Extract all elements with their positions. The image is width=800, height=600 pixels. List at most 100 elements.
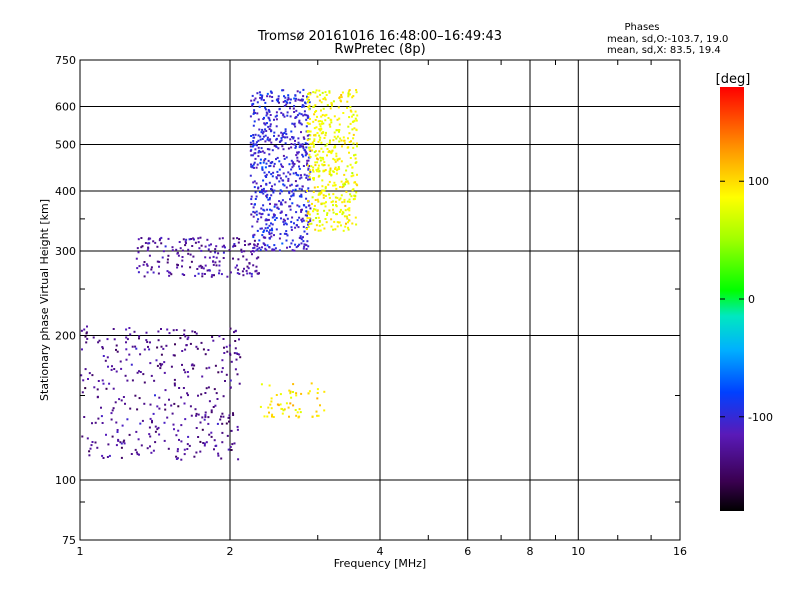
phase-point [349, 106, 352, 109]
phase-point [313, 113, 316, 116]
phase-point [289, 98, 292, 101]
phase-point [255, 249, 258, 252]
phase-point [308, 178, 311, 181]
phase-point [308, 148, 311, 151]
phase-point [321, 223, 324, 226]
phase-point [261, 132, 264, 135]
phase-point [342, 185, 345, 188]
phase-point [312, 91, 315, 94]
phase-point [267, 198, 270, 201]
phase-point [279, 203, 282, 206]
phase-point [256, 245, 259, 248]
phase-point [225, 422, 228, 425]
phase-point [306, 212, 309, 215]
phase-point [265, 111, 268, 114]
phase-point [160, 345, 163, 348]
phase-point [266, 112, 269, 115]
phase-point [261, 94, 264, 97]
phase-point [352, 113, 355, 116]
phase-point [143, 381, 146, 384]
phase-point [291, 239, 294, 242]
phase-point [223, 244, 225, 247]
phase-point [303, 230, 306, 233]
phase-point [163, 439, 166, 442]
phase-point [316, 170, 319, 173]
phase-point [248, 272, 251, 275]
phase-point [251, 145, 254, 148]
phase-point [268, 237, 271, 240]
colorbar-tick-label: 100 [748, 175, 769, 188]
phase-point [251, 154, 254, 157]
y-tick-label: 600 [55, 101, 76, 114]
phase-point [261, 188, 263, 191]
phase-point [212, 255, 215, 258]
phase-point [166, 270, 169, 273]
phase-point [309, 130, 312, 133]
phase-point [292, 404, 295, 407]
phase-point [217, 452, 220, 455]
phase-point [290, 168, 293, 171]
phase-point [146, 447, 149, 450]
phase-point [300, 188, 303, 191]
phase-point [295, 173, 298, 176]
phase-point [181, 363, 183, 366]
phase-point [273, 162, 276, 165]
phase-point [268, 148, 271, 151]
phase-point [347, 95, 350, 98]
phase-point [307, 99, 310, 102]
phase-point [265, 176, 268, 178]
phase-point [251, 164, 254, 167]
phase-point [114, 401, 117, 404]
phase-point [309, 156, 312, 158]
phase-point [280, 163, 283, 166]
phase-point [298, 216, 301, 219]
phase-point [167, 254, 170, 257]
phases-x-stats: mean, sd,X: 83.5, 19.4 [607, 45, 721, 56]
phase-point [116, 429, 119, 431]
phase-point [249, 149, 252, 152]
phase-point [301, 217, 304, 220]
phase-point [173, 384, 176, 387]
phase-point [240, 248, 243, 251]
phase-point [281, 199, 284, 202]
phase-point [204, 414, 207, 417]
phase-point [294, 116, 297, 119]
phase-point [334, 145, 337, 148]
phase-point [232, 257, 234, 260]
phase-point [266, 244, 269, 247]
phase-point [252, 140, 255, 142]
phase-point [221, 441, 224, 444]
phase-point [353, 198, 356, 200]
phase-point [265, 114, 268, 117]
phase-point [320, 192, 323, 195]
phase-point [128, 353, 131, 356]
phase-point [351, 166, 354, 169]
phase-point [266, 122, 268, 125]
phase-point [297, 141, 300, 144]
phase-point [320, 191, 323, 194]
phase-point [257, 146, 260, 149]
phase-point [134, 345, 137, 348]
phase-point [125, 336, 128, 339]
phase-point [257, 187, 260, 190]
y-tick-label: 400 [55, 185, 76, 198]
phases-o-stats: mean, sd,O:-103.7, 19.0 [607, 34, 728, 45]
phase-point [310, 222, 313, 225]
phase-point [313, 127, 316, 130]
phase-point [166, 258, 169, 261]
phase-point [329, 167, 332, 170]
phase-point [265, 218, 268, 221]
phase-point [347, 125, 350, 128]
phase-point [288, 190, 291, 193]
phase-point [320, 109, 322, 112]
phase-point [306, 134, 309, 137]
phase-point [211, 274, 214, 277]
phase-point [307, 93, 310, 95]
phase-point [215, 444, 218, 447]
phase-point [184, 240, 187, 243]
phase-point [258, 128, 261, 131]
phase-point [183, 274, 186, 276]
phase-point [300, 193, 303, 196]
phase-point [316, 388, 319, 391]
phase-point [312, 190, 315, 193]
